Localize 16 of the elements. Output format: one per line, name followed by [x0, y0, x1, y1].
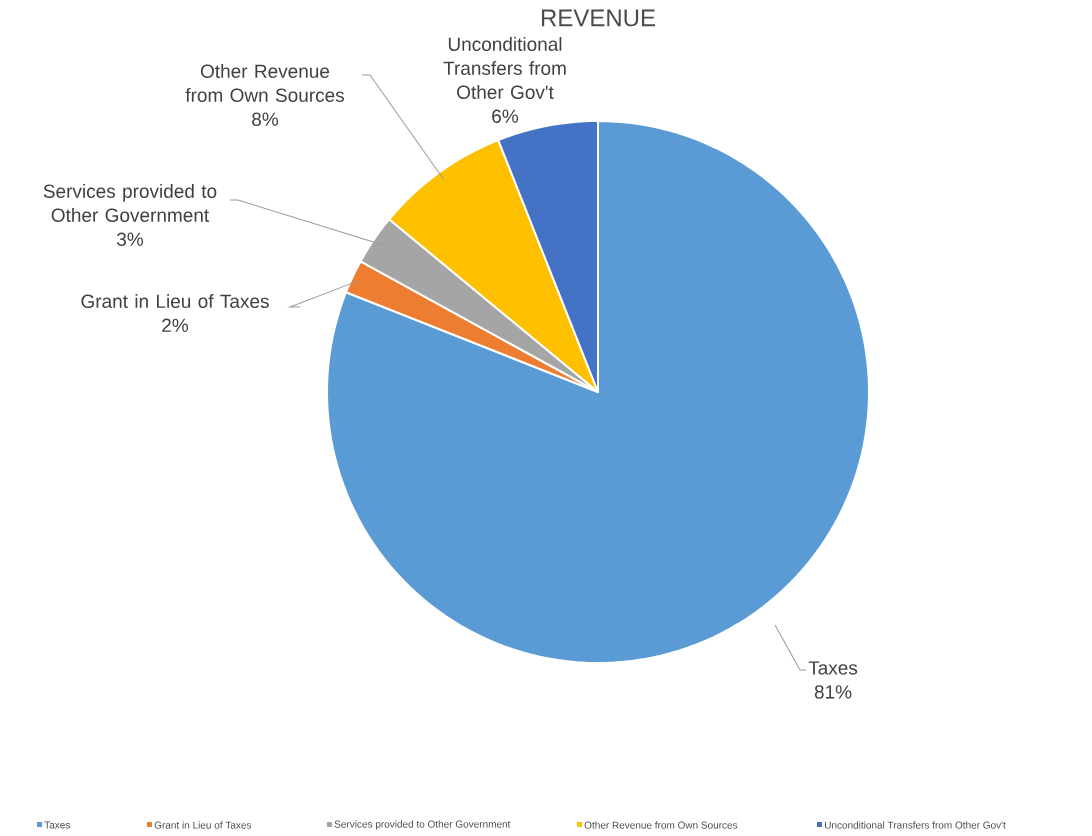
legend-label: Grant in Lieu of Taxes: [154, 821, 252, 829]
slice-label: Grant in Lieu of Taxes: [81, 294, 269, 309]
legend-label: Unconditional Transfers from Other Gov't: [824, 821, 1006, 829]
data-label: 6%: [492, 109, 519, 123]
slice-label: Unconditional Transfers from Other Gov't: [443, 37, 566, 99]
data-label: 2%: [162, 318, 189, 332]
legend-label: Other Revenue from Own Sources: [584, 821, 738, 829]
data-label: 8%: [252, 112, 279, 126]
slice-label: Services provided to Other Government: [43, 184, 217, 222]
slice-label: Other Revenue from Own Sources: [185, 64, 345, 102]
legend-label: Services provided to Other Government: [334, 820, 511, 830]
data-label: 3%: [116, 232, 144, 246]
legend-label: Taxes: [44, 821, 70, 829]
chart-title: REVENUE: [541, 9, 655, 27]
data-label: 81%: [814, 685, 852, 699]
slice-label: Taxes: [808, 661, 858, 675]
